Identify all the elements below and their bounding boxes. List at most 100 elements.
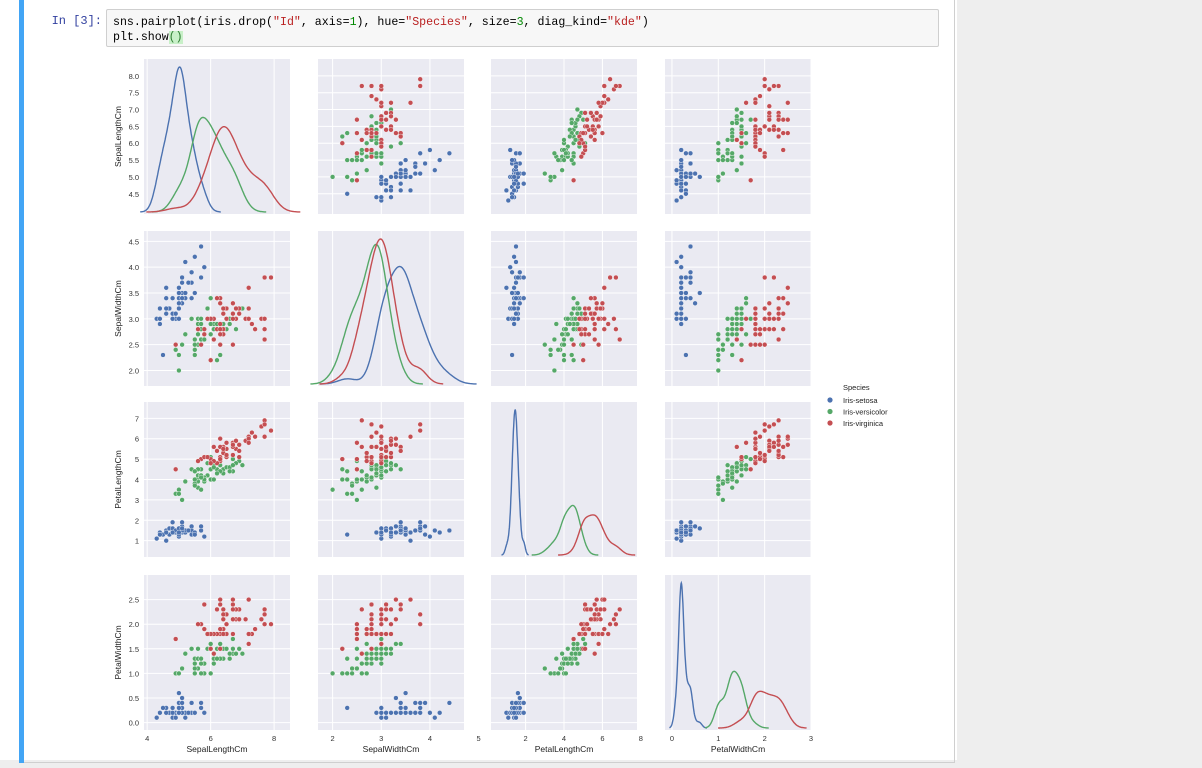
data-point <box>233 651 239 657</box>
data-point <box>383 710 389 716</box>
data-point <box>511 187 517 194</box>
data-point <box>195 458 201 464</box>
kde-curve <box>531 504 599 556</box>
data-point <box>422 160 428 167</box>
data-point <box>368 626 375 632</box>
data-point <box>195 331 201 337</box>
data-point <box>565 646 571 652</box>
data-point <box>715 483 721 489</box>
data-point <box>368 444 375 450</box>
data-point <box>578 621 584 627</box>
data-point <box>201 264 207 270</box>
data-point <box>715 352 721 358</box>
data-point <box>388 621 394 627</box>
data-point <box>511 710 517 716</box>
data-point <box>595 316 602 322</box>
data-point <box>762 123 768 130</box>
data-point <box>513 311 519 317</box>
data-point <box>766 423 772 430</box>
data-point <box>364 656 370 662</box>
data-point <box>734 167 740 173</box>
data-point <box>388 606 394 613</box>
data-point <box>551 367 558 374</box>
data-point <box>729 352 735 358</box>
data-point <box>592 137 598 143</box>
data-point <box>163 529 169 536</box>
data-point <box>344 130 350 136</box>
data-point <box>373 656 380 662</box>
data-point <box>192 660 198 667</box>
data-point <box>368 611 375 618</box>
code-editor[interactable]: sns.pairplot(iris.drop("Id", axis=1), hu… <box>106 9 939 47</box>
data-point <box>780 130 786 136</box>
data-point <box>592 326 598 332</box>
data-point <box>176 300 182 306</box>
data-point <box>559 167 565 173</box>
data-point <box>359 157 365 163</box>
subplot-SepalWidthCm-vs-SepalWidthCm <box>310 231 477 386</box>
data-point <box>403 531 409 538</box>
data-point <box>354 130 360 136</box>
data-point <box>378 181 384 187</box>
data-point <box>378 621 384 627</box>
data-point <box>373 444 380 450</box>
y-tick-label: 2.0 <box>129 620 139 629</box>
code-token: plt.show <box>113 31 169 44</box>
right-gutter <box>957 0 1202 768</box>
data-point <box>762 305 768 312</box>
data-point <box>582 110 588 116</box>
data-point <box>578 154 584 160</box>
x-tick-label: 3 <box>809 734 813 743</box>
data-point <box>743 454 749 460</box>
data-point <box>762 274 768 281</box>
data-point <box>388 450 394 456</box>
data-point <box>724 336 731 343</box>
data-point <box>729 485 735 491</box>
data-point <box>738 462 745 468</box>
x-tick-label: 3 <box>379 734 383 743</box>
data-point <box>349 491 355 497</box>
data-point <box>354 497 360 503</box>
data-point <box>752 326 759 332</box>
data-point <box>715 474 721 481</box>
code-token: () <box>168 31 183 44</box>
data-point <box>715 150 721 156</box>
data-point <box>398 466 404 472</box>
data-point <box>785 300 791 306</box>
x-tick-label: 6 <box>600 734 604 743</box>
data-point <box>223 646 230 652</box>
data-point <box>246 631 252 637</box>
data-point <box>752 446 759 452</box>
data-point <box>407 596 414 603</box>
data-point <box>678 194 684 200</box>
data-point <box>179 700 185 706</box>
data-point <box>393 130 399 136</box>
data-point <box>173 466 179 472</box>
data-point <box>217 300 223 306</box>
data-point <box>373 150 380 156</box>
data-point <box>511 285 517 291</box>
data-point <box>551 150 558 156</box>
data-point <box>729 133 735 140</box>
data-point <box>344 531 350 538</box>
data-point <box>570 357 577 363</box>
data-point <box>599 300 606 306</box>
data-point <box>720 171 726 177</box>
data-point <box>192 254 198 260</box>
data-point <box>570 636 577 642</box>
data-point <box>785 434 791 440</box>
data-point <box>574 106 581 113</box>
data-point <box>252 626 258 632</box>
kde-curve <box>704 670 769 729</box>
data-point <box>364 626 370 632</box>
data-point <box>208 641 214 647</box>
data-point <box>192 342 198 348</box>
data-point <box>775 336 782 343</box>
data-point <box>262 326 268 332</box>
data-point <box>673 316 680 322</box>
data-point <box>561 157 567 163</box>
data-point <box>762 342 768 348</box>
data-point <box>720 481 726 487</box>
data-point <box>383 127 389 133</box>
data-point <box>373 485 380 491</box>
